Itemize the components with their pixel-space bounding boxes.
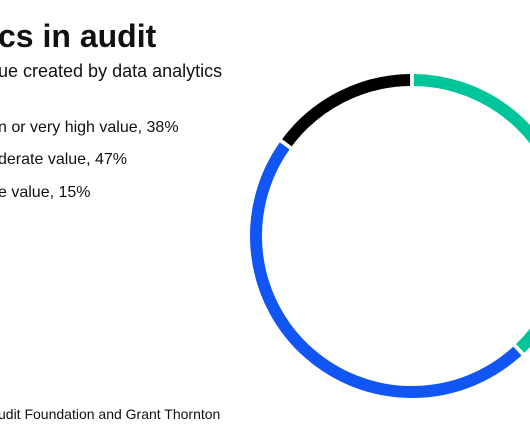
legend-item-moderate-value: derate value, 47%: [0, 151, 127, 168]
donut-slice-little-value: [282, 74, 411, 147]
source-note: udit Foundation and Grant Thornton: [0, 406, 221, 422]
legend-item-little-value: e value, 15%: [0, 184, 91, 201]
donut-slice-high-or-very-high-value: [413, 74, 530, 353]
legend-item-high-value: n or very high value, 38%: [0, 119, 179, 136]
donut-slice-moderate-value: [250, 142, 522, 399]
donut-slices: [250, 74, 530, 399]
chart-title: cs in audit: [0, 18, 157, 54]
chart-subtitle: ue created by data analytics: [0, 61, 223, 81]
